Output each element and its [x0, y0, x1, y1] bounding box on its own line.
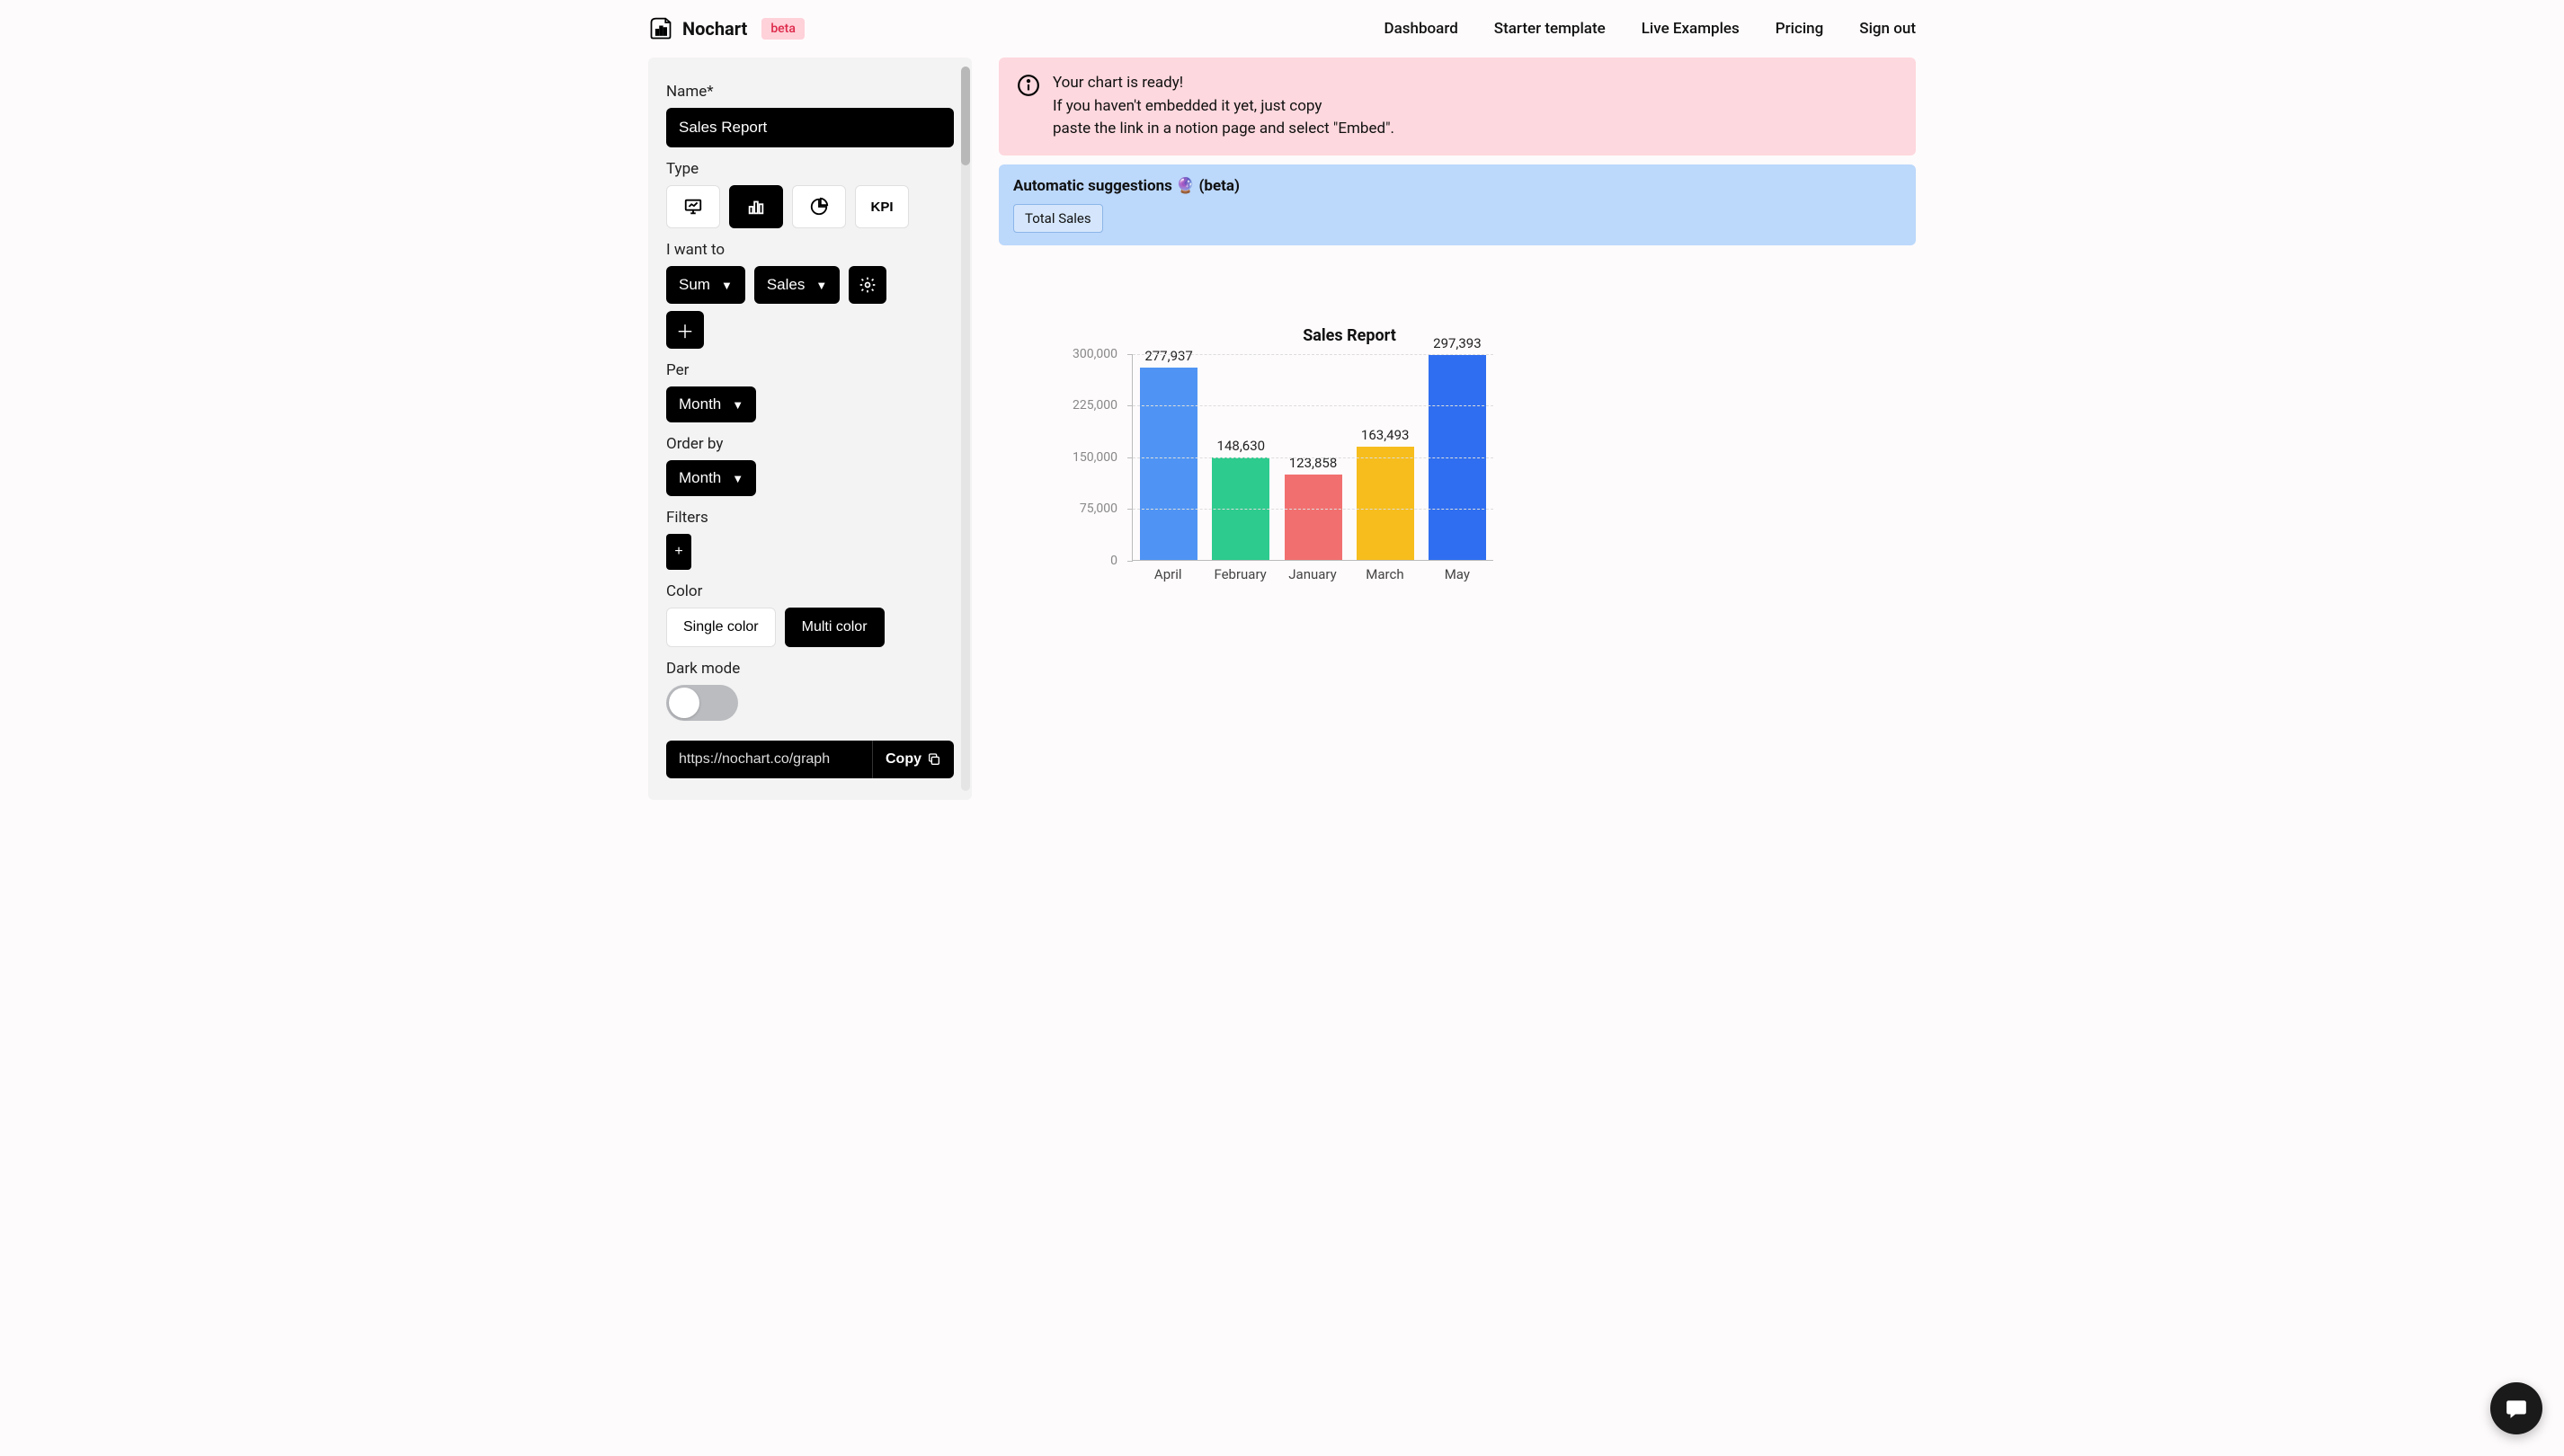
- chevron-down-icon: ▼: [732, 472, 743, 485]
- beta-badge: beta: [761, 18, 805, 40]
- nav-dashboard[interactable]: Dashboard: [1384, 20, 1458, 38]
- bar-value-label: 148,630: [1217, 438, 1266, 454]
- add-metric-button[interactable]: ＋: [666, 311, 704, 349]
- alert-line2: If you haven't embedded it yet, just cop…: [1053, 95, 1394, 119]
- presentation-icon: [683, 197, 703, 217]
- chart-title: Sales Report: [1134, 326, 1565, 345]
- aggregate-value: Sum: [679, 276, 710, 294]
- bar-value-label: 297,393: [1433, 335, 1482, 351]
- x-tick-label: April: [1132, 566, 1204, 582]
- plus-icon: +: [674, 544, 682, 560]
- y-tick-label: 75,000: [1080, 502, 1117, 516]
- aggregate-select[interactable]: Sum ▼: [666, 266, 745, 304]
- content-area: Your chart is ready! If you haven't embe…: [999, 58, 1916, 800]
- suggestions-panel: Automatic suggestions 🔮 (beta) Total Sal…: [999, 164, 1916, 245]
- type-label: Type: [666, 160, 954, 178]
- dark-mode-label: Dark mode: [666, 660, 954, 678]
- i-want-to-label: I want to: [666, 241, 954, 259]
- bar: 163,493: [1357, 447, 1414, 559]
- type-bar-button[interactable]: [729, 185, 783, 228]
- ready-alert: Your chart is ready! If you haven't embe…: [999, 58, 1916, 155]
- bar-chart-icon: [746, 197, 766, 217]
- nav-starter-template[interactable]: Starter template: [1494, 20, 1606, 38]
- chevron-down-icon: ▼: [721, 279, 733, 292]
- info-icon: [1017, 74, 1040, 97]
- bar: 123,858: [1285, 475, 1342, 560]
- add-filter-button[interactable]: +: [666, 534, 691, 570]
- scrollbar-track: [961, 67, 970, 791]
- filters-label: Filters: [666, 509, 954, 527]
- name-label: Name*: [666, 83, 954, 101]
- logo-icon: [648, 16, 673, 41]
- order-by-select[interactable]: Month ▼: [666, 460, 756, 496]
- chart: 075,000150,000225,000300,000 277,937148,…: [1062, 354, 1565, 588]
- multi-color-button[interactable]: Multi color: [785, 608, 885, 647]
- name-input[interactable]: [666, 108, 954, 147]
- alert-line3: paste the link in a notion page and sele…: [1053, 118, 1394, 141]
- per-select[interactable]: Month ▼: [666, 386, 756, 422]
- chevron-down-icon: ▼: [732, 398, 743, 412]
- single-color-button[interactable]: Single color: [666, 608, 776, 647]
- copy-button[interactable]: Copy: [872, 741, 954, 778]
- x-tick-label: January: [1277, 566, 1349, 582]
- type-pie-button[interactable]: [792, 185, 846, 228]
- x-tick-label: February: [1204, 566, 1276, 582]
- copy-label: Copy: [886, 751, 921, 768]
- plus-icon: ＋: [676, 317, 694, 343]
- scrollbar-thumb[interactable]: [961, 67, 970, 165]
- nav: Dashboard Starter template Live Examples…: [1384, 20, 1916, 38]
- nav-sign-out[interactable]: Sign out: [1859, 20, 1916, 38]
- suggestions-title-text: Automatic suggestions 🔮: [1013, 177, 1195, 195]
- x-tick-label: March: [1349, 566, 1420, 582]
- y-tick-label: 150,000: [1073, 450, 1117, 465]
- y-axis: 075,000150,000225,000300,000: [1062, 354, 1125, 561]
- bar: 277,937: [1140, 368, 1197, 559]
- per-value: Month: [679, 395, 721, 413]
- suggestion-chip[interactable]: Total Sales: [1013, 204, 1103, 233]
- y-tick-label: 0: [1110, 554, 1117, 568]
- y-tick-label: 300,000: [1073, 347, 1117, 361]
- plot-area: 277,937148,630123,858163,493297,393: [1132, 354, 1493, 561]
- x-tick-label: May: [1421, 566, 1493, 582]
- config-sidebar: Name* Type: [648, 58, 972, 800]
- order-by-label: Order by: [666, 435, 954, 453]
- y-tick-label: 225,000: [1073, 398, 1117, 413]
- embed-url-input[interactable]: [666, 741, 872, 778]
- type-kpi-button[interactable]: KPI: [855, 185, 909, 228]
- type-line-button[interactable]: [666, 185, 720, 228]
- per-label: Per: [666, 361, 954, 379]
- brand: Nochart beta: [648, 16, 805, 41]
- settings-button[interactable]: [849, 266, 886, 304]
- bar-value-label: 163,493: [1361, 427, 1410, 443]
- bar-value-label: 277,937: [1144, 348, 1193, 364]
- brand-name: Nochart: [682, 18, 747, 40]
- pie-chart-icon: [809, 197, 829, 217]
- alert-line1: Your chart is ready!: [1053, 72, 1394, 95]
- order-by-value: Month: [679, 469, 721, 487]
- suggestions-title: Automatic suggestions 🔮 (beta): [1013, 177, 1901, 195]
- header: Nochart beta Dashboard Starter template …: [648, 0, 1916, 58]
- metric-select[interactable]: Sales ▼: [754, 266, 840, 304]
- nav-pricing[interactable]: Pricing: [1776, 20, 1824, 38]
- x-axis-labels: AprilFebruaryJanuaryMarchMay: [1132, 566, 1493, 582]
- chat-icon: [2505, 1397, 2528, 1420]
- color-label: Color: [666, 582, 954, 600]
- chevron-down-icon: ▼: [815, 279, 827, 292]
- metric-value: Sales: [767, 276, 806, 294]
- suggestions-beta: (beta): [1198, 177, 1240, 195]
- chat-fab[interactable]: [2490, 1382, 2542, 1434]
- toggle-knob: [669, 688, 699, 718]
- nav-live-examples[interactable]: Live Examples: [1642, 20, 1740, 38]
- chart-area: Sales Report 0 75,000 150,000 225,000 300,00…: [999, 326, 1916, 588]
- dark-mode-toggle[interactable]: [666, 685, 738, 721]
- gear-icon: [859, 276, 877, 294]
- copy-icon: [927, 752, 941, 767]
